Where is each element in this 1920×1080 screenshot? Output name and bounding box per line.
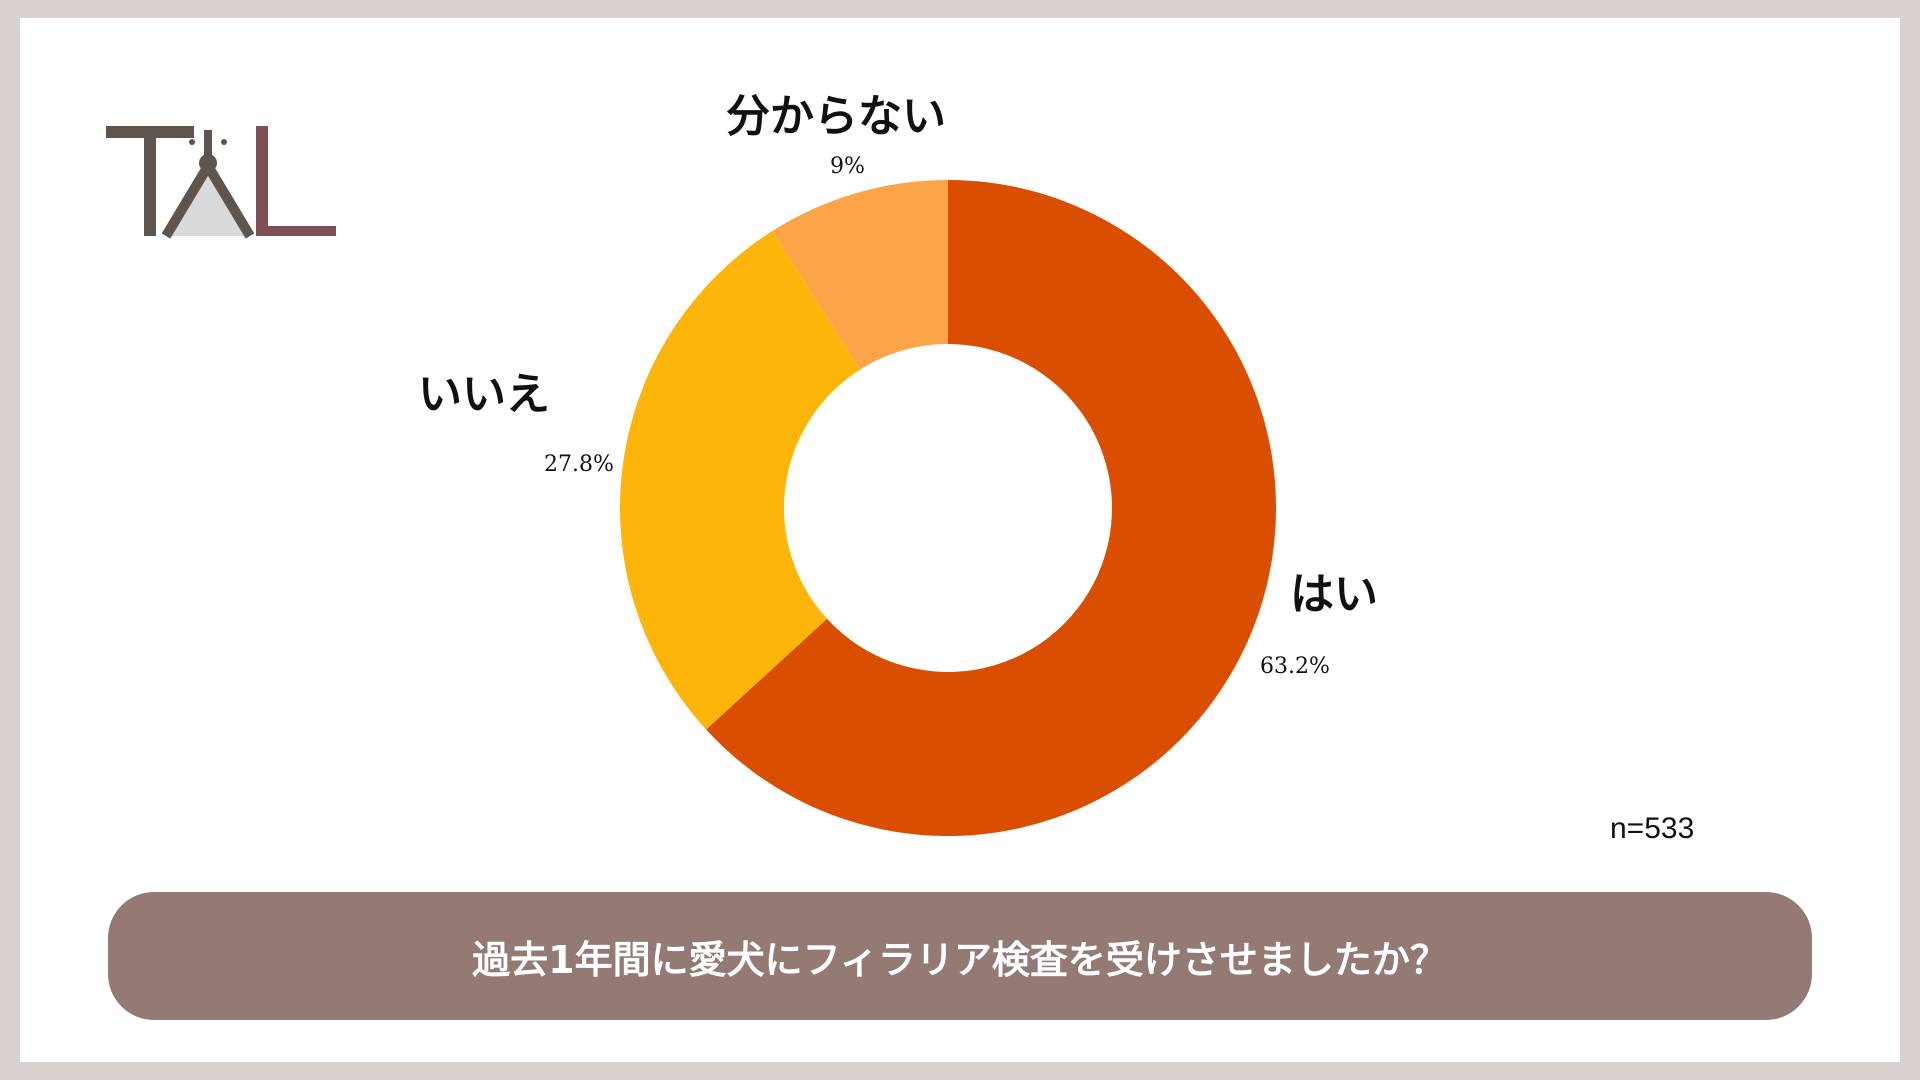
slice-value-unknown: 9% bbox=[830, 154, 865, 179]
slice-value-yes: 63.2% bbox=[1260, 654, 1330, 679]
slice-label-no: いいえ bbox=[418, 369, 550, 420]
chart-card: はい 63.2% いいえ 27.8% 分からない 9% n=533 過去1年間に… bbox=[20, 18, 1900, 1062]
slice-unknown bbox=[772, 180, 948, 370]
slice-yes bbox=[706, 180, 1276, 837]
slice-no bbox=[620, 231, 861, 730]
sample-size: n=533 bbox=[1610, 812, 1695, 845]
tal-logo bbox=[106, 126, 336, 239]
question-text: 過去1年間に愛犬にフィラリア検査を受けさせましたか？ bbox=[472, 937, 1448, 982]
question-banner: 過去1年間に愛犬にフィラリア検査を受けさせましたか？ bbox=[108, 892, 1812, 1020]
donut-chart bbox=[620, 180, 1276, 837]
slice-value-no: 27.8% bbox=[544, 452, 614, 477]
slice-label-unknown: 分からない bbox=[726, 91, 946, 142]
slice-label-yes: はい bbox=[1290, 569, 1378, 620]
